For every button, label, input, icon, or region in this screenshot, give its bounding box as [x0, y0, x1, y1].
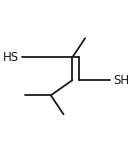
Text: HS: HS	[3, 51, 19, 64]
Text: SH: SH	[113, 74, 129, 87]
